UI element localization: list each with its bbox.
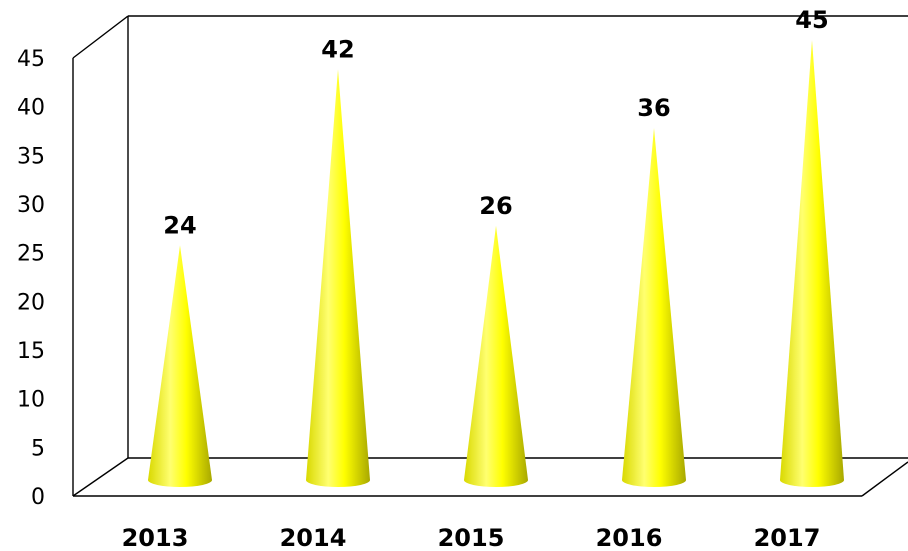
data-labels: 24 42 26 36 45: [163, 6, 828, 239]
data-label: 36: [637, 94, 670, 122]
y-tick-label: 10: [17, 388, 45, 413]
data-label: 45: [795, 6, 828, 34]
y-tick-label: 20: [17, 290, 45, 315]
y-tick-label: 15: [17, 339, 45, 364]
cone-bar: [464, 225, 528, 487]
x-category-label: 2015: [438, 524, 505, 551]
y-tick-label: 40: [17, 96, 45, 121]
data-label: 26: [479, 192, 512, 220]
top-diagonal: [72, 15, 129, 59]
y-tick-label: 0: [31, 485, 45, 510]
x-category-label: 2014: [280, 524, 347, 551]
category-labels: 2013 2014 2015 2016 2017: [122, 524, 821, 551]
x-category-label: 2017: [754, 524, 821, 551]
cone-series: [148, 40, 844, 487]
cone-bar: [622, 128, 686, 487]
x-category-label: 2016: [596, 524, 663, 551]
data-label: 24: [163, 211, 196, 239]
cone-bar: [148, 245, 212, 487]
x-category-label: 2013: [122, 524, 189, 551]
cone-bar: [306, 69, 370, 487]
cone-bar: [780, 40, 844, 487]
y-tick-label: 35: [17, 144, 45, 169]
floor-right-edge: [861, 461, 908, 497]
data-label: 42: [321, 35, 354, 63]
y-tick-label: 5: [31, 436, 45, 461]
y-axis-ticks: 0 5 10 15 20 25 30 35 40 45: [17, 47, 45, 510]
y-tick-label: 30: [17, 193, 45, 218]
y-tick-label: 45: [17, 47, 45, 72]
floor-left-edge: [72, 457, 129, 497]
y-tick-label: 25: [17, 242, 45, 267]
